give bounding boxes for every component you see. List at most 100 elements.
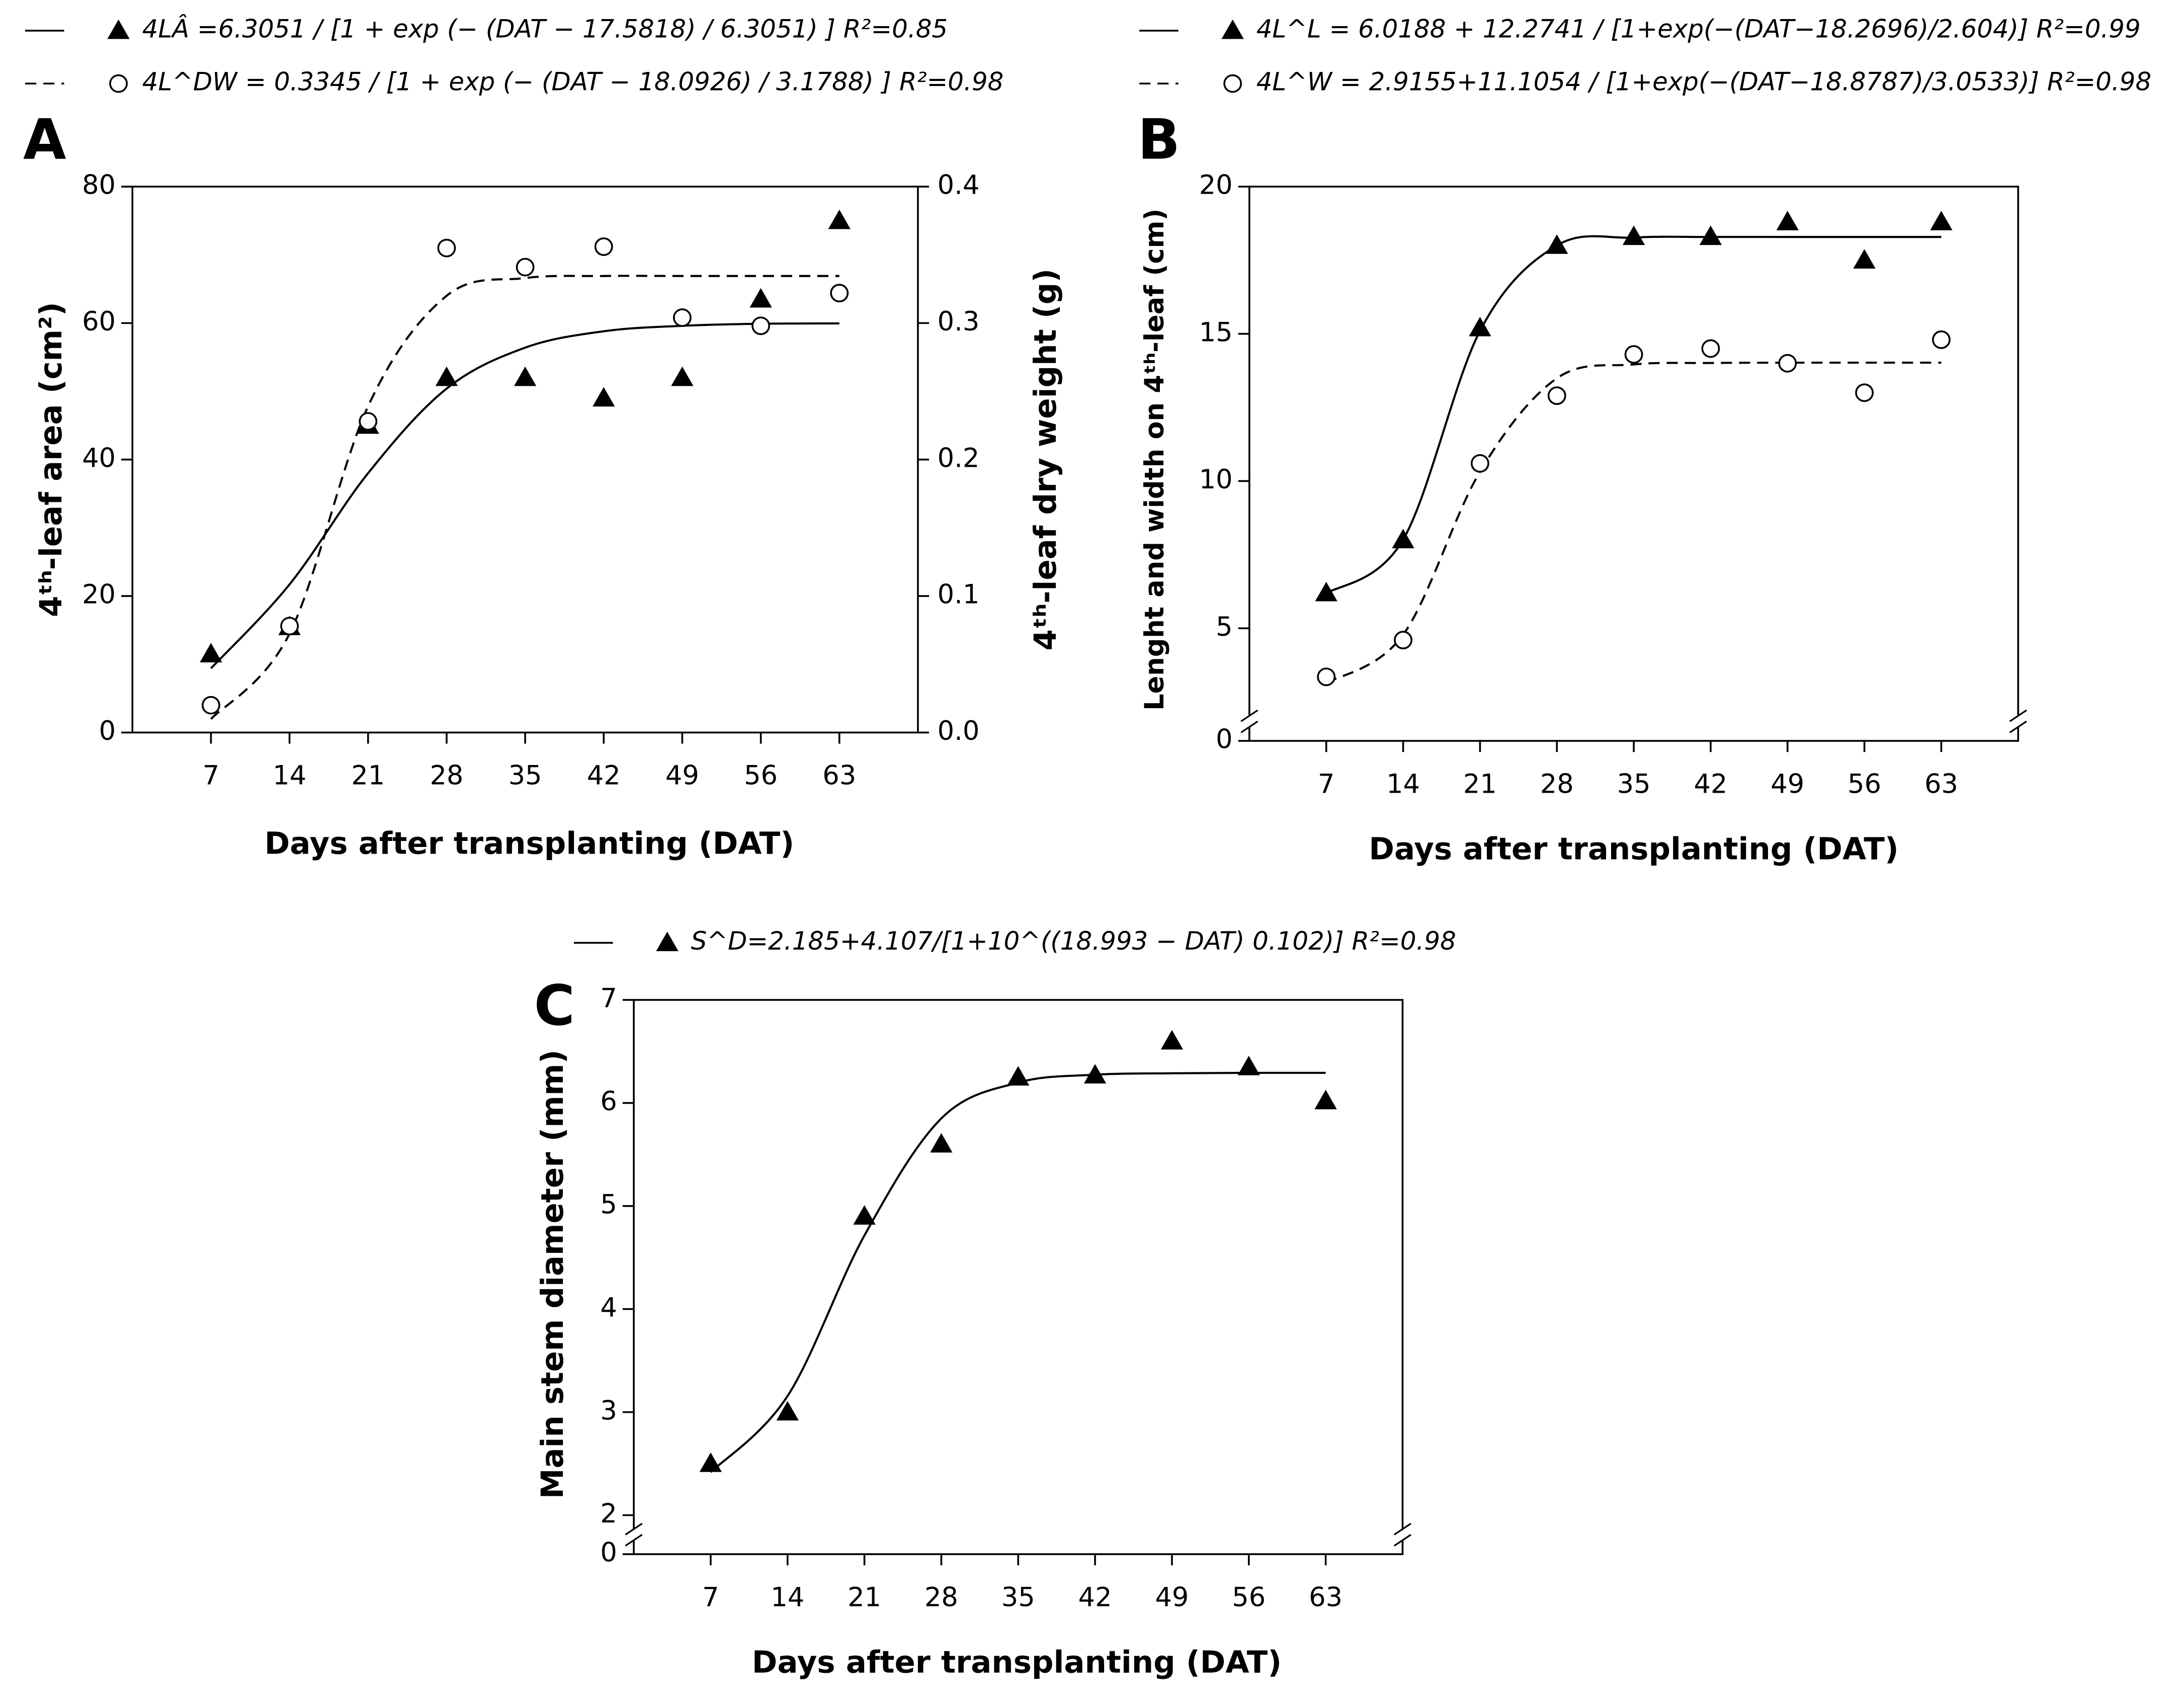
circle-marker [1394,631,1412,649]
axis-break [1393,1534,1411,1547]
circle-marker [1470,454,1489,473]
x-tick-label: 42 [1078,1582,1112,1612]
y2-axis-label: 4ᵗʰ-leaf dry weight (g) [1028,269,1063,651]
y-tick-label: 7 [600,983,617,1014]
y-tick-label: 20 [82,579,116,610]
triangle-marker [776,1401,799,1421]
circle-marker [594,237,613,256]
plot-frame [1248,186,2020,742]
y2-tick-label: 0.3 [938,306,980,337]
circle-marker [1547,386,1566,405]
axis-break [2009,720,2027,733]
x-axis-label: Days after transplanting (DAT) [265,825,794,861]
panel-letter: B [1138,107,1180,172]
triangle-marker [1776,211,1799,230]
x-axis-label: Days after transplanting (DAT) [752,1644,1282,1680]
fit-curve [210,275,839,720]
x-tick-label: 42 [587,760,621,791]
y-tick-label: 5 [1216,612,1232,642]
x-tick-label: 21 [848,1582,881,1612]
axis-break-gap [625,1529,642,1541]
triangle-marker [656,931,679,952]
y-tick-label: 15 [1199,317,1233,348]
fit-curve [710,1071,1326,1473]
x-tick-label: 63 [1309,1582,1342,1612]
y-tick-label: 60 [82,306,116,337]
triangle-marker [1160,1030,1184,1050]
x-tick-label: 28 [430,760,463,791]
y-tick-label: 40 [82,443,116,473]
triangle-marker [1392,529,1414,549]
fit-curve [1325,361,1942,684]
circle-marker [280,617,299,636]
y-tick-label: 0 [99,716,116,746]
triangle-marker [593,387,615,407]
triangle-marker [1546,234,1568,254]
y-tick-label: 80 [82,170,116,201]
y-axis-label: 4ᵗʰ-leaf area (cm²) [33,302,69,617]
triangle-marker [1622,225,1645,245]
triangle-marker [1083,1064,1107,1084]
circle-marker [1701,339,1720,358]
y2-tick-label: 0.1 [938,579,980,610]
triangle-marker [1469,316,1491,336]
x-tick-label: 49 [665,760,699,791]
x-tick-label: 63 [1924,769,1958,799]
triangle-marker [1314,1089,1337,1110]
panel-letter: C [534,974,575,1039]
x-tick-label: 49 [1771,769,1804,799]
triangle-marker [930,1133,953,1153]
circle-marker [1624,345,1643,364]
axis-break [2009,709,2027,722]
y-tick-label: 10 [1199,464,1233,495]
circle-marker [516,258,535,277]
y-tick-label: 6 [600,1086,617,1117]
axis-break [1393,1522,1411,1536]
triangle-marker [200,643,222,663]
fit-curve [1325,235,1942,594]
y2-tick-label: 0.2 [938,443,980,473]
circle-marker [202,696,220,715]
y-tick-label: 20 [1199,170,1233,201]
y-axis-label: Lenght and width on 4ᵗʰ-leaf (cm) [1139,209,1170,711]
x-tick-label: 49 [1155,1582,1189,1612]
triangle-marker [828,209,851,229]
triangle-marker [671,366,694,386]
circle-marker [359,412,378,431]
y-tick-label: 4 [600,1292,617,1323]
circle-marker [1778,354,1797,373]
y2-tick-label: 0.4 [938,170,980,201]
x-tick-label: 35 [509,760,542,791]
circle-marker [1223,74,1242,93]
x-tick-label: 56 [744,760,778,791]
x-tick-label: 63 [822,760,856,791]
triangle-marker [107,19,130,39]
triangle-marker [699,1452,722,1472]
y-axis-label: Main stem diameter (mm) [535,1050,570,1499]
y-tick-label: 0 [1216,724,1232,755]
x-tick-label: 28 [925,1582,958,1612]
panel-letter: A [23,107,66,172]
x-tick-label: 21 [1463,769,1497,799]
x-tick-label: 14 [1386,769,1420,799]
circle-marker [673,308,692,327]
triangle-marker [435,366,458,386]
circle-marker [1317,667,1336,687]
x-tick-label: 42 [1694,769,1727,799]
x-tick-label: 56 [1232,1582,1266,1612]
axis-break-gap [2009,716,2027,727]
triangle-marker [1853,249,1876,269]
triangle-marker [1315,581,1337,602]
x-tick-label: 28 [1540,769,1574,799]
axis-break [625,1534,643,1547]
axis-break [1240,720,1258,733]
y-tick-label: 2 [600,1498,617,1529]
axis-break [1240,709,1258,722]
circle-marker [1855,383,1874,402]
x-tick-label: 7 [702,1582,719,1612]
fit-curve [210,322,839,669]
circle-marker [1932,330,1951,349]
y2-tick-label: 0.0 [938,716,980,746]
x-tick-label: 14 [273,760,306,791]
triangle-marker [749,288,772,308]
